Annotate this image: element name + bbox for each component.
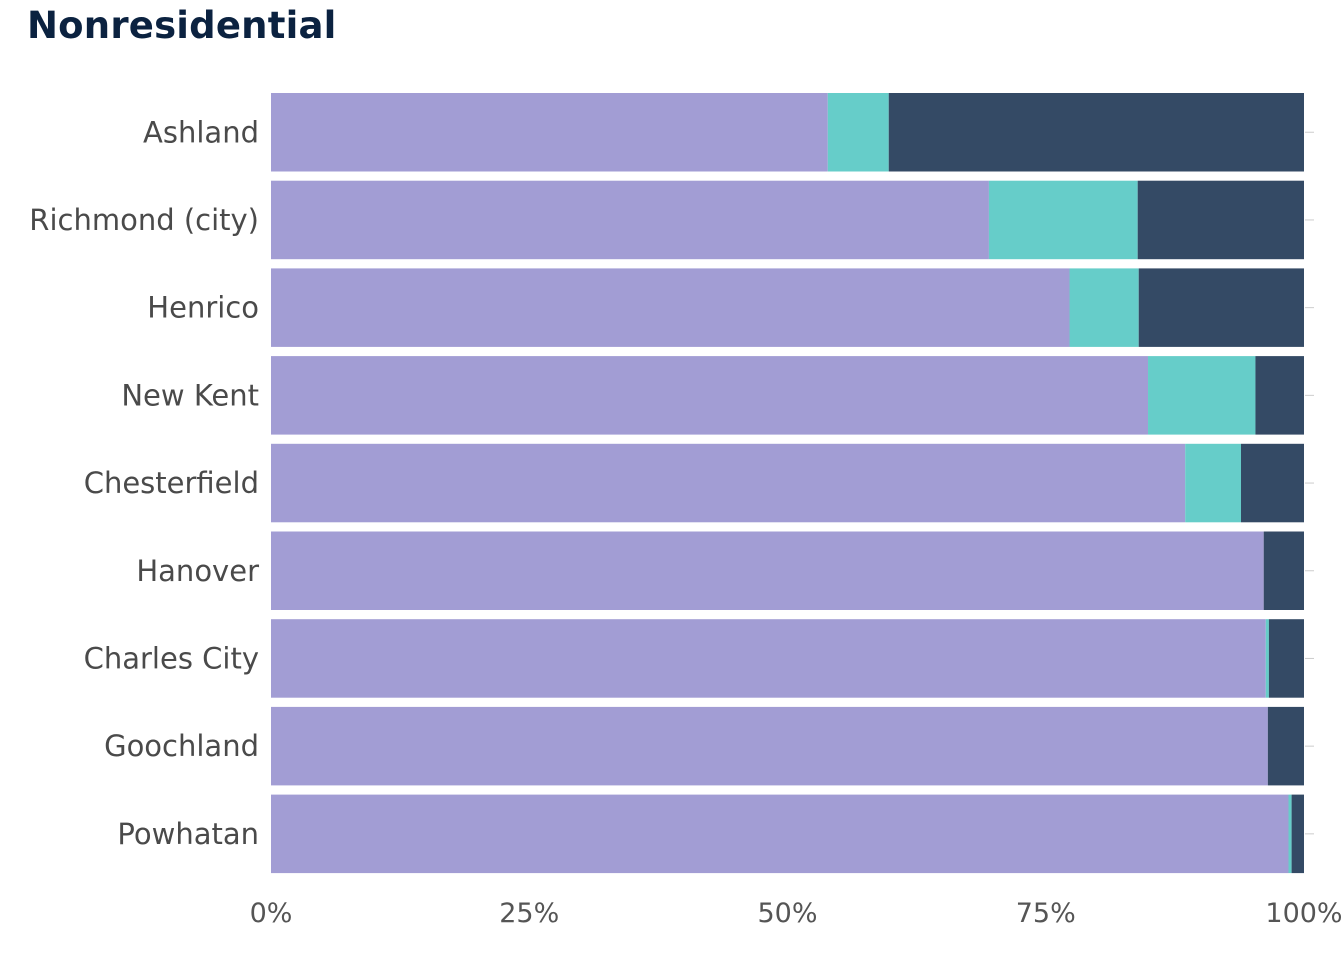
category-label-powhatan: Powhatan <box>117 817 259 851</box>
bar-segment-hanover-series-3 <box>1263 531 1304 610</box>
bar-segment-new-kent-series-1 <box>271 356 1149 435</box>
bar-segment-henrico-series-2 <box>1069 268 1139 347</box>
bar-segment-richmond-city-series-2 <box>988 180 1138 260</box>
bar-segment-richmond-city-series-3 <box>1137 180 1304 260</box>
category-label-goochland: Goochland <box>104 729 259 763</box>
bar-segment-powhatan-series-3 <box>1291 794 1304 874</box>
category-label-richmond-city: Richmond (city) <box>29 203 259 237</box>
category-label-henrico: Henrico <box>147 291 259 325</box>
x-tick-label-0pct: 0% <box>250 898 293 929</box>
category-label-new-kent: New Kent <box>121 378 259 412</box>
category-labels: Ashland Richmond (city) Henrico New Kent Che… <box>29 115 259 851</box>
bar-segment-chesterfield-series-3 <box>1240 443 1304 523</box>
bar-segment-charles-city-series-1 <box>271 619 1266 698</box>
bar-segment-chesterfield-series-1 <box>271 443 1186 523</box>
bar-segment-powhatan-series-2 <box>1288 794 1292 874</box>
bar-segment-goochland-series-3 <box>1267 706 1304 786</box>
x-tick-label-75pct: 75% <box>1016 898 1076 929</box>
x-axis-ticks: 0% 25% 50% 75% 100% <box>250 898 1343 929</box>
bar-segment-richmond-city-series-1 <box>271 180 989 260</box>
category-label-chesterfield: Chesterfield <box>84 466 259 500</box>
category-label-ashland: Ashland <box>143 115 259 149</box>
x-tick-label-100pct: 100% <box>1265 898 1342 929</box>
bar-segment-goochland-series-1 <box>271 706 1268 786</box>
bar-segment-henrico-series-3 <box>1138 268 1304 347</box>
bar-segment-powhatan-series-1 <box>271 794 1289 874</box>
category-label-hanover: Hanover <box>136 554 259 588</box>
x-tick-label-25pct: 25% <box>499 898 559 929</box>
bar-segment-new-kent-series-3 <box>1255 356 1304 435</box>
chart-title: Nonresidential <box>27 4 337 47</box>
bar-segment-henrico-series-1 <box>271 268 1070 347</box>
bar-segment-hanover-series-1 <box>271 531 1264 610</box>
bar-segment-ashland-series-1 <box>271 93 828 172</box>
bar-segment-new-kent-series-2 <box>1148 356 1256 435</box>
bar-segment-charles-city-series-2 <box>1265 619 1269 698</box>
bar-segment-ashland-series-3 <box>888 93 1304 172</box>
bar-segment-charles-city-series-3 <box>1268 619 1304 698</box>
category-label-charles-city: Charles City <box>84 641 259 675</box>
x-tick-label-50pct: 50% <box>757 898 817 929</box>
bar-segment-chesterfield-series-2 <box>1185 443 1241 523</box>
bar-segment-ashland-series-2 <box>827 93 889 172</box>
bars-group <box>271 93 1314 874</box>
